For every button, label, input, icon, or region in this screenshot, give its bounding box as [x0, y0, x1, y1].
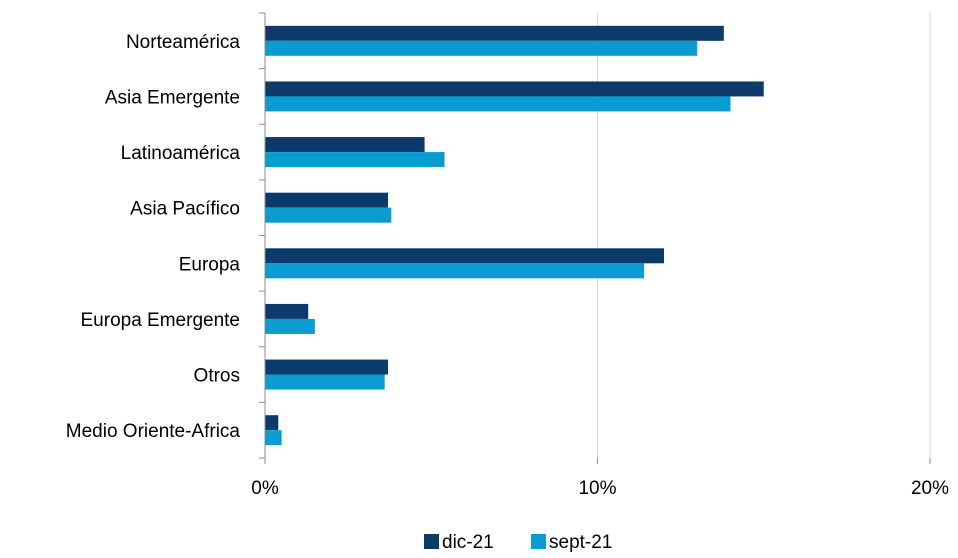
bar-dic-21 [265, 26, 724, 41]
bar-dic-21 [265, 248, 664, 263]
bar-sept-21 [265, 152, 445, 167]
x-tick-label: 10% [578, 478, 616, 499]
bar-dic-21 [265, 360, 388, 375]
bars [265, 26, 764, 445]
x-tick-label: 0% [251, 478, 279, 499]
bar-dic-21 [265, 193, 388, 208]
legend-swatch [424, 534, 439, 549]
bar-sept-21 [265, 96, 731, 111]
bar-dic-21 [265, 304, 308, 319]
bar-sept-21 [265, 208, 391, 223]
legend-label: dic-21 [442, 532, 494, 553]
legend: dic-21 sept-21 [424, 532, 612, 553]
category-label: Medio Oriente-Africa [66, 421, 241, 442]
bar-sept-21 [265, 319, 315, 334]
bar-dic-21 [265, 137, 425, 152]
bar-sept-21 [265, 41, 697, 56]
legend-label: sept-21 [549, 532, 612, 553]
x-tick-label: 20% [911, 478, 949, 499]
gridlines [598, 13, 931, 458]
category-label: Otros [194, 366, 240, 387]
category-label: Norteamérica [126, 32, 240, 53]
bar-sept-21 [265, 375, 385, 390]
bar-dic-21 [265, 415, 278, 430]
category-label: Latinoamérica [121, 143, 241, 164]
category-label: Asia Emergente [105, 87, 240, 108]
x-tick-labels: 0% 10% 20% [251, 478, 949, 499]
bar-sept-21 [265, 263, 644, 278]
bar-sept-21 [265, 430, 282, 445]
axes [259, 13, 930, 464]
legend-swatch [531, 534, 546, 549]
bar-dic-21 [265, 81, 764, 96]
category-label: Europa [179, 254, 241, 275]
category-labels: Norteamérica Asia Emergente Latinoamérica A… [66, 32, 241, 442]
category-label: Europa Emergente [81, 310, 241, 331]
category-label: Asia Pacífico [130, 199, 240, 220]
